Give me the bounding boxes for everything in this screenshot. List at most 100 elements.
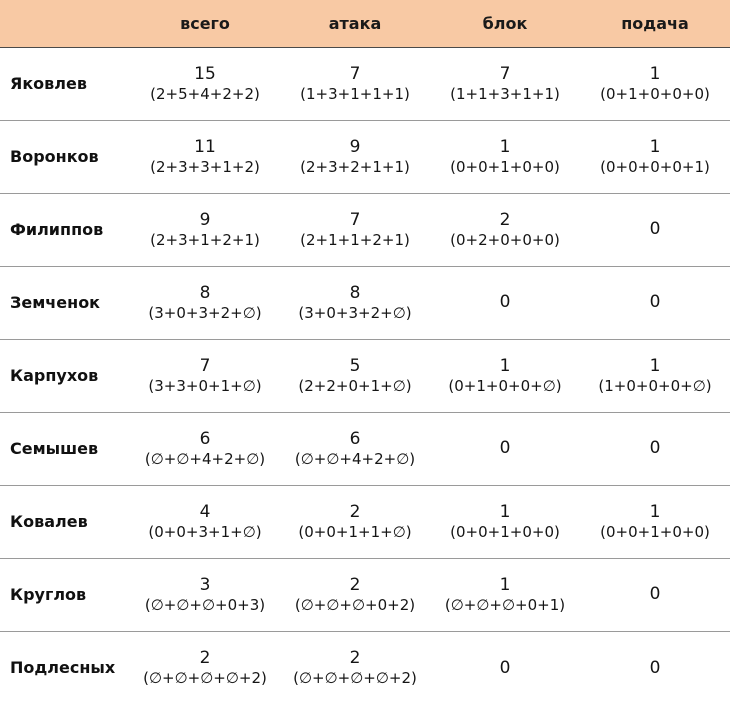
stat-value: 7 [499, 63, 511, 84]
stat-cell-serve: 0 [580, 558, 730, 632]
stat-cell-serve: 1 (0+0+1+0+0) [580, 485, 730, 559]
table-row: Воронков 11 (2+3+3+1+2) 9 (2+3+2+1+1) 1 … [0, 120, 730, 194]
stat-cell-serve: 0 [580, 412, 730, 486]
stat-value: 0 [499, 292, 511, 313]
table-header: всего атака блок подача [0, 0, 730, 48]
player-name: Воронков [0, 120, 130, 194]
stat-detail: (1+0+0+0+∅) [598, 376, 712, 395]
stat-cell-attack: 2 (0+0+1+1+∅) [280, 485, 430, 559]
header-block: блок [430, 0, 580, 48]
stat-detail: (2+5+4+2+2) [150, 84, 260, 103]
stat-value: 15 [194, 63, 216, 84]
stat-detail: (0+0+3+1+∅) [148, 522, 262, 541]
player-name: Круглов [0, 558, 130, 632]
player-name: Подлесных [10, 658, 116, 678]
stat-cell-attack: 9 (2+3+2+1+1) [280, 120, 430, 194]
stat-detail: (2+2+0+1+∅) [298, 376, 412, 395]
stat-value: 1 [499, 136, 511, 157]
stat-cell-serve: 1 (0+0+0+0+1) [580, 120, 730, 194]
stat-detail: (1+3+1+1+1) [300, 84, 410, 103]
stat-detail: (2+1+1+2+1) [300, 230, 410, 249]
stat-value: 1 [649, 355, 661, 376]
stat-detail: (0+0+1+0+0) [600, 522, 710, 541]
stat-value: 1 [649, 501, 661, 522]
stat-detail: (∅+∅+∅+0+3) [144, 595, 266, 614]
stat-cell-block: 0 [430, 412, 580, 486]
header-serve: подача [580, 0, 730, 48]
stat-value: 0 [649, 219, 661, 240]
stat-cell-total: 2 (∅+∅+∅+∅+2) [130, 631, 280, 704]
stat-detail: (0+0+1+0+0) [450, 157, 560, 176]
stat-cell-total: 15 (2+5+4+2+2) [130, 47, 280, 121]
stat-detail: (2+3+3+1+2) [150, 157, 260, 176]
stat-cell-block: 1 (0+0+1+0+0) [430, 485, 580, 559]
stat-cell-serve: 1 (1+0+0+0+∅) [580, 339, 730, 413]
table-row: Карпухов 7 (3+3+0+1+∅) 5 (2+2+0+1+∅) 1 (… [0, 339, 730, 413]
stat-cell-attack: 6 (∅+∅+4+2+∅) [280, 412, 430, 486]
stat-value: 2 [199, 647, 211, 668]
table-body: Яковлев 15 (2+5+4+2+2) 7 (1+3+1+1+1) 7 (… [0, 47, 730, 704]
player-name: Филиппов [0, 193, 130, 267]
stat-cell-serve: 0 [580, 193, 730, 267]
stat-detail: (2+3+1+2+1) [150, 230, 260, 249]
stat-detail: (2+3+2+1+1) [300, 157, 410, 176]
stat-value: 0 [649, 584, 661, 605]
stat-cell-block: 1 (∅+∅+∅+0+1) [430, 558, 580, 632]
stat-detail: (∅+∅+∅+∅+2) [143, 669, 267, 688]
stat-cell-block: 1 (0+1+0+0+∅) [430, 339, 580, 413]
stat-detail: (∅+∅+4+2+∅) [294, 449, 416, 468]
stat-value: 7 [199, 355, 211, 376]
header-attack: атака [280, 0, 430, 48]
stat-value: 4 [199, 501, 211, 522]
stat-value: 9 [349, 136, 361, 157]
player-name: Семышев [0, 412, 130, 486]
stat-cell-serve: 1 (0+1+0+0+0) [580, 47, 730, 121]
stat-detail: (0+2+0+0+0) [450, 230, 560, 249]
stat-cell-attack: 7 (2+1+1+2+1) [280, 193, 430, 267]
table-row: Яковлев 15 (2+5+4+2+2) 7 (1+3+1+1+1) 7 (… [0, 47, 730, 121]
stat-cell-attack: 2 (∅+∅+∅+0+2) [280, 558, 430, 632]
stat-cell-total: 8 (3+0+3+2+∅) [130, 266, 280, 340]
stat-value: 8 [349, 282, 361, 303]
stat-value: 6 [349, 428, 361, 449]
stat-cell-serve: 0 [580, 631, 730, 704]
stat-value: 3 [199, 574, 211, 595]
stat-cell-total: 7 (3+3+0+1+∅) [130, 339, 280, 413]
stat-cell-block: 7 (1+1+3+1+1) [430, 47, 580, 121]
stat-value: 7 [349, 63, 361, 84]
stat-detail: (∅+∅+∅+∅+2) [293, 669, 417, 688]
stat-cell-block: 0 [430, 631, 580, 704]
stat-value: 2 [349, 574, 361, 595]
stat-cell-total: 11 (2+3+3+1+2) [130, 120, 280, 194]
stat-cell-attack: 2 (∅+∅+∅+∅+2) [280, 631, 430, 704]
stat-value: 7 [349, 209, 361, 230]
stat-cell-serve: 0 [580, 266, 730, 340]
stat-value: 8 [199, 282, 211, 303]
stat-value: 1 [649, 63, 661, 84]
stat-value: 1 [499, 355, 511, 376]
stat-detail: (3+0+3+2+∅) [298, 303, 412, 322]
header-row: всего атака блок подача [0, 0, 730, 48]
stat-value: 0 [649, 657, 661, 678]
stat-detail: (∅+∅+4+2+∅) [144, 449, 266, 468]
table-row: Круглов 3 (∅+∅+∅+0+3) 2 (∅+∅+∅+0+2) 1 (∅… [0, 558, 730, 632]
stat-value: 2 [349, 501, 361, 522]
stat-detail: (0+0+0+0+1) [600, 157, 710, 176]
player-name: Земченок [0, 266, 130, 340]
stat-cell-total: 3 (∅+∅+∅+0+3) [130, 558, 280, 632]
header-player [0, 0, 130, 48]
stat-detail: (3+0+3+2+∅) [148, 303, 262, 322]
stat-value: 6 [199, 428, 211, 449]
stat-cell-total: 9 (2+3+1+2+1) [130, 193, 280, 267]
stat-detail: (∅+∅+∅+0+1) [444, 595, 566, 614]
stat-detail: (∅+∅+∅+0+2) [294, 595, 416, 614]
stat-value: 9 [199, 209, 211, 230]
stat-value: 2 [499, 209, 511, 230]
stat-value: 5 [349, 355, 361, 376]
stat-detail: (1+1+3+1+1) [450, 84, 560, 103]
stat-cell-attack: 7 (1+3+1+1+1) [280, 47, 430, 121]
header-total: всего [130, 0, 280, 48]
player-name: Яковлев [0, 47, 130, 121]
